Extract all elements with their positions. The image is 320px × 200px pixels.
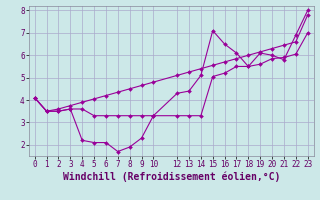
X-axis label: Windchill (Refroidissement éolien,°C): Windchill (Refroidissement éolien,°C) — [62, 172, 280, 182]
